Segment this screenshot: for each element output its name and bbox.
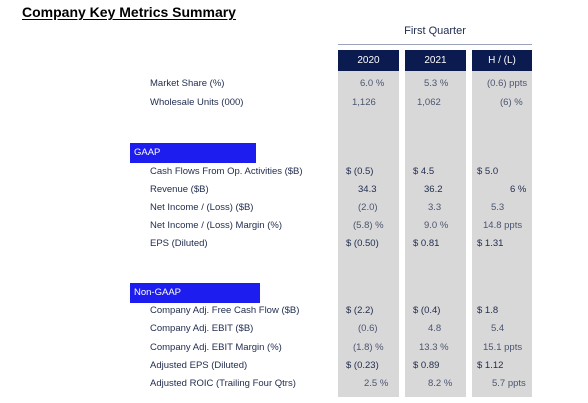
row-label: Wholesale Units (000) — [150, 97, 244, 108]
group-header-rule — [338, 44, 532, 45]
row-label: Company Adj. EBIT ($B) — [150, 323, 254, 334]
cell-2020: $ (0.23) — [346, 360, 379, 371]
cell-2020: $ (2.2) — [346, 305, 374, 316]
cell-2020: 34.3 — [358, 184, 377, 195]
cell-2021: $ 0.81 — [413, 238, 440, 249]
column-header-hl: H / (L) — [472, 50, 532, 71]
cell-2021: $ (0.4) — [413, 305, 441, 316]
cell-2021: 8.2 % — [428, 378, 453, 389]
cell-hl: $ 1.31 — [477, 238, 504, 249]
column-shade-2020 — [338, 71, 399, 397]
cell-2021: 13.3 % — [419, 342, 449, 353]
row-label: Company Adj. Free Cash Flow ($B) — [150, 305, 300, 316]
cell-hl: $ 1.8 — [477, 305, 499, 316]
cell-2021: $ 0.89 — [413, 360, 440, 371]
section-label-non-gaap: Non-GAAP — [130, 283, 260, 303]
column-shade-2021 — [405, 71, 466, 397]
cell-hl: 5.7 ppts — [492, 378, 526, 389]
cell-2020: $ (0.50) — [346, 238, 379, 249]
cell-hl: 5.3 — [491, 202, 505, 213]
cell-hl: 14.8 ppts — [483, 220, 523, 231]
cell-hl: $ 5.0 — [477, 166, 499, 177]
cell-2021: 5.3 % — [424, 78, 449, 89]
cell-2021: 9.0 % — [424, 220, 449, 231]
cell-hl: 6 % — [510, 184, 527, 195]
cell-2020: 6.0 % — [360, 78, 385, 89]
cell-hl: (6) % — [500, 97, 523, 108]
cell-2020: (2.0) — [358, 202, 378, 213]
cell-hl: $ 1.12 — [477, 360, 504, 371]
cell-2021: $ 4.5 — [413, 166, 435, 177]
page-title: Company Key Metrics Summary — [22, 4, 236, 20]
cell-hl: (0.6) ppts — [487, 78, 528, 89]
cell-2020: 2.5 % — [364, 378, 389, 389]
row-label: Adjusted EPS (Diluted) — [150, 360, 248, 371]
row-label: Market Share (%) — [150, 78, 225, 89]
row-label: Revenue ($B) — [150, 184, 209, 195]
cell-2020: (1.8) % — [353, 342, 384, 353]
cell-2020: 1,126 — [352, 97, 376, 108]
column-header-2021: 2021 — [405, 50, 466, 71]
column-header-2020: 2020 — [338, 50, 399, 71]
group-header-first-quarter: First Quarter — [404, 25, 466, 37]
cell-hl: 5.4 — [491, 323, 505, 334]
row-label: EPS (Diluted) — [150, 238, 208, 249]
cell-hl: 15.1 ppts — [483, 342, 523, 353]
row-label: Cash Flows From Op. Activities ($B) — [150, 166, 303, 177]
column-shade-hl — [472, 71, 532, 397]
cell-2021: 1,062 — [417, 97, 441, 108]
cell-2021: 3.3 — [428, 202, 442, 213]
cell-2020: (0.6) — [358, 323, 378, 334]
row-label: Adjusted ROIC (Trailing Four Qtrs) — [150, 378, 296, 389]
cell-2021: 36.2 — [424, 184, 443, 195]
cell-2020: $ (0.5) — [346, 166, 374, 177]
row-label: Company Adj. EBIT Margin (%) — [150, 342, 282, 353]
cell-2021: 4.8 — [428, 323, 442, 334]
row-label: Net Income / (Loss) Margin (%) — [150, 220, 282, 231]
section-label-gaap: GAAP — [130, 143, 256, 163]
cell-2020: (5.8) % — [353, 220, 384, 231]
row-label: Net Income / (Loss) ($B) — [150, 202, 254, 213]
